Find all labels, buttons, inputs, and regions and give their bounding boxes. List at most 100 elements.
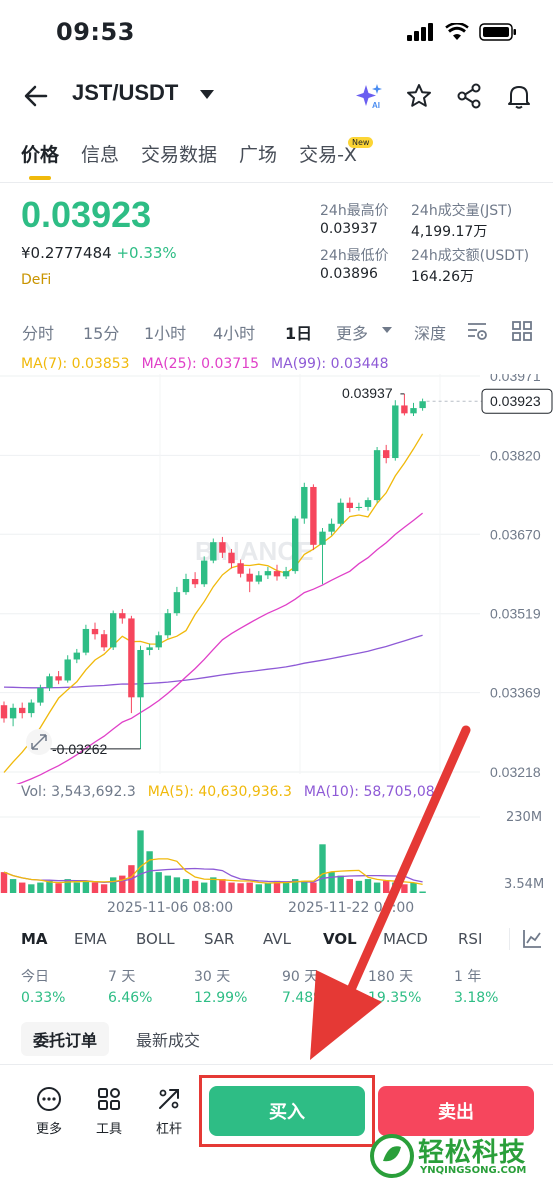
indicator-ema[interactable]: EMA [74,930,107,948]
ma99-label: MA(99): 0.03448 [271,356,389,372]
volume-bar [37,882,44,893]
tab-square[interactable]: 广场 [239,144,278,166]
current-price-box [481,388,553,414]
volume-bar [273,880,281,893]
candle-body [237,563,244,574]
tools-button[interactable]: 工具 [84,1086,134,1137]
favorite-star-icon[interactable] [405,82,433,110]
volume-bar [210,877,217,893]
candle-body [55,676,62,681]
tab-price[interactable]: 价格 [21,144,60,166]
timeframe-time[interactable]: 分时 [22,324,55,343]
volume-bar [0,872,8,893]
candle-body [164,613,171,636]
candle-body [255,575,262,582]
buy-button[interactable]: 买入 [209,1086,365,1136]
candle-body [100,634,108,648]
timeframe-more[interactable]: 更多 [336,324,369,343]
watermark-site: YNQINGSONG.COM [420,1165,527,1176]
depth-tab[interactable]: 深度 [414,324,447,343]
timeframe-1d[interactable]: 1日 [285,324,313,343]
leverage-button[interactable]: 杠杆 [144,1086,194,1137]
volume-bar [100,884,108,893]
volume-bar [119,875,126,893]
low-marker-label: -0.03262 [52,741,107,757]
volume-bar [46,880,53,893]
price-change: +0.33% [116,244,177,262]
volume-jst-label: 24h成交量(JST) [411,203,513,219]
category-tag[interactable]: DeFi [21,272,52,288]
tab-latest-trades[interactable]: 最新成交 [136,1031,201,1050]
more-label: 更多 [35,1122,62,1137]
candle-body [182,578,190,593]
high-marker-label: 0.03937 [342,385,393,401]
volume-bar [319,844,326,893]
wifi-icon [445,23,469,40]
active-tab-indicator [29,176,51,180]
candle-body [9,707,17,719]
more-caret-icon[interactable] [382,327,392,333]
volume-bar [237,883,244,893]
volume-ma10-line [3,867,423,883]
bell-icon[interactable] [505,82,533,110]
y-tick-label: 0.03820 [490,447,541,463]
more-button[interactable]: 更多 [24,1086,74,1137]
volume-bar [164,875,171,893]
candle-body [328,523,335,532]
volume-bar [82,880,90,893]
tab-info[interactable]: 信息 [81,144,120,166]
timeframe-15m[interactable]: 15分 [83,324,120,343]
indicator-rsi[interactable]: RSI [458,930,483,948]
indicator-ma[interactable]: MA [21,930,48,948]
volume-jst-value: 4,199.17万 [411,224,488,240]
perf-180d-label: 180 天 [368,969,414,985]
volume-bar [282,882,290,893]
candle-body [28,702,35,714]
volume-bar [419,891,426,893]
tab-trading-data[interactable]: 交易数据 [141,144,218,166]
timeframe-4h[interactable]: 4小时 [213,324,256,343]
pair-dropdown-caret-icon[interactable] [200,90,214,99]
candle-body [128,618,135,698]
last-price: 0.03923 [21,194,152,235]
indicator-macd[interactable]: MACD [383,930,428,948]
candle-body [419,401,426,409]
layout-grid-icon[interactable] [511,320,533,342]
volume-tick-low: 3.54M [504,877,545,892]
candle-body [137,649,144,698]
indicator-chart-icon[interactable] [521,928,543,950]
leverage-label: 杠杆 [155,1122,182,1137]
candle-body [146,647,153,650]
candle-body [310,486,317,545]
volume-label: Vol: 3,543,692.3 [21,784,136,800]
back-arrow-icon[interactable] [22,82,50,110]
perf-90d-label: 90 天 [282,969,319,985]
share-icon[interactable] [455,82,483,110]
divider [0,182,553,183]
indicator-sar[interactable]: SAR [204,930,235,948]
trading-pair-title[interactable]: JST/USDT [72,80,179,105]
candle-body [346,502,353,508]
volume-bar [364,879,372,893]
watermark-brand: 轻松科技 [418,1138,527,1168]
tab-trade-x[interactable]: 交易-X [299,144,357,166]
sell-button[interactable]: 卖出 [378,1086,534,1136]
timeframe-1h[interactable]: 1小时 [144,324,187,343]
indicator-avl[interactable]: AVL [263,930,291,948]
volume-chart[interactable] [0,805,553,897]
volume-bar [55,883,62,893]
ai-sparkle-icon[interactable]: AI [355,82,383,110]
candle-body [355,506,363,508]
indicator-vol[interactable]: VOL [323,930,357,948]
chart-settings-icon[interactable] [466,320,490,342]
perf-today-label: 今日 [21,969,49,985]
candle-body [282,571,290,577]
tab-open-orders[interactable]: 委托订单 [21,1022,110,1056]
volume-bar [191,880,199,893]
indicator-boll[interactable]: BOLL [136,930,175,948]
new-badge: New [348,137,374,148]
candlestick-chart[interactable]: 0.03971 0.03820 0.03670 0.03519 0.03369 0.032… [0,374,553,784]
candle-body [219,542,226,553]
volume-bar [228,882,235,893]
candle-body [110,613,117,648]
